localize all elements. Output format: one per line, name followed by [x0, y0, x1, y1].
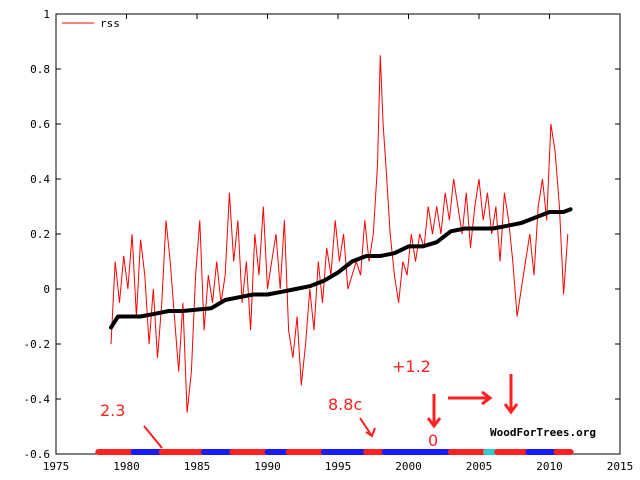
- x-tick-label: 1975: [43, 460, 70, 473]
- legend: rss: [62, 17, 120, 30]
- legend-label-rss: rss: [100, 17, 120, 30]
- y-tick-label: 1: [43, 8, 50, 21]
- y-tick: 0.6: [30, 118, 620, 131]
- x-tick-label: 2005: [466, 460, 493, 473]
- x-tick-label: 2015: [607, 460, 634, 473]
- y-tick-label: 0.6: [30, 118, 50, 131]
- series-layer: [109, 55, 573, 413]
- x-tick: 2015: [607, 14, 634, 473]
- annotation-zero: 0: [428, 431, 438, 450]
- annotation-plus-1-2: +1.2: [392, 357, 431, 376]
- y-tick: 0.4: [30, 173, 620, 186]
- y-tick-label: 0.8: [30, 63, 50, 76]
- y-tick: 0: [43, 283, 620, 296]
- x-tick-label: 1985: [184, 460, 211, 473]
- annotation-8-8c-arrow: [359, 417, 376, 438]
- series-line-steps: [109, 207, 573, 330]
- x-tick-label: 1990: [254, 460, 281, 473]
- x-tick: 1975: [43, 14, 70, 473]
- y-tick-label: -0.4: [24, 393, 51, 406]
- y-tick: -0.2: [24, 338, 620, 351]
- y-tick-label: -0.6: [24, 448, 51, 461]
- annotation-2-3-stroke: [143, 425, 163, 449]
- y-tick: -0.4: [24, 393, 620, 406]
- y-tick: 0.2: [30, 228, 620, 241]
- annotation-2-3: 2.3: [100, 401, 125, 420]
- y-axis: -0.6 -0.4 -0.2 0 0.2 0.4 0.6 0.8 1: [24, 8, 620, 461]
- plot-area: [55, 13, 621, 455]
- y-tick: 1: [43, 8, 620, 21]
- x-tick-label: 1995: [325, 460, 352, 473]
- annotation-arrow-right: [448, 390, 493, 406]
- credit-label: WoodForTrees.org: [490, 426, 596, 439]
- y-tick: -0.6: [24, 448, 620, 461]
- y-tick-label: -0.2: [24, 338, 51, 351]
- annotation-arrow-down-left: [426, 394, 442, 429]
- y-tick-label: 0: [43, 283, 50, 296]
- y-tick-label: 0.2: [30, 228, 50, 241]
- y-tick-label: 0.4: [30, 173, 50, 186]
- x-tick-label: 2010: [536, 460, 563, 473]
- annotation-arrow-down-right: [503, 374, 519, 415]
- x-tick-label: 2000: [395, 460, 422, 473]
- x-tick-label: 1980: [113, 460, 140, 473]
- y-tick: 0.8: [30, 63, 620, 76]
- handwritten-annotations: 2.3 8.8c +1.2 0: [100, 357, 519, 450]
- annotation-8-8c: 8.8c: [328, 395, 362, 414]
